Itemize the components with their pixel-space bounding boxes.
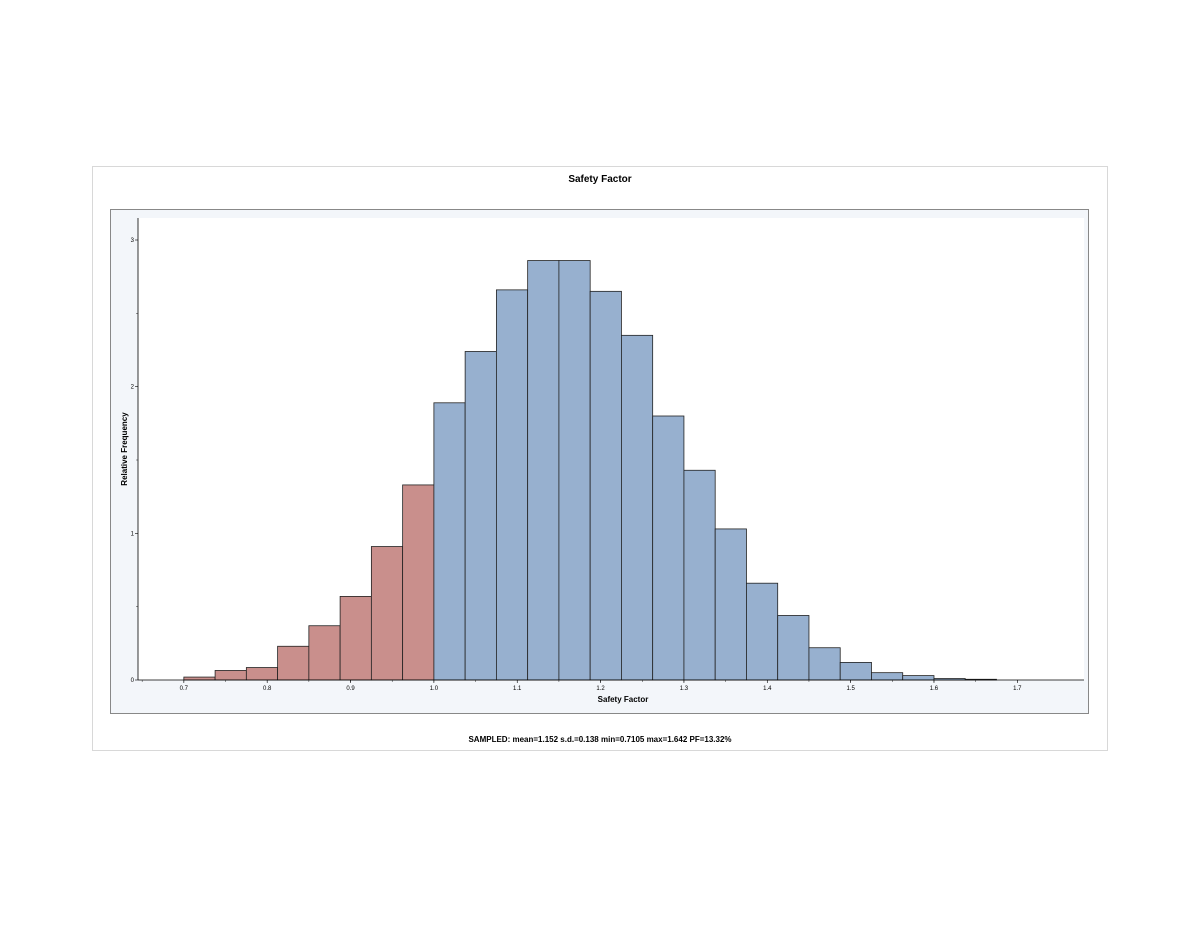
histogram-bar <box>808 647 841 681</box>
x-tick-label: 1.5 <box>846 686 855 692</box>
y-tick-label: 3 <box>131 238 135 244</box>
histogram-bar <box>714 528 747 681</box>
x-tick-label: 1.4 <box>763 686 772 692</box>
x-axis-label: Safety Factor <box>598 695 649 704</box>
histogram-bar <box>464 351 497 681</box>
x-tick-label: 1.6 <box>930 686 939 692</box>
y-axis-label: Relative Frequency <box>120 412 129 486</box>
histogram-bar <box>839 662 872 681</box>
histogram-bar <box>527 260 560 681</box>
y-tick-label: 1 <box>131 531 135 537</box>
x-tick-label: 1.0 <box>430 686 439 692</box>
x-tick-label: 0.7 <box>180 686 189 692</box>
histogram-bar <box>402 484 435 681</box>
histogram-bar <box>214 670 247 681</box>
histogram-bar <box>777 615 810 681</box>
x-tick-label: 1.2 <box>596 686 605 692</box>
histogram-bar <box>183 676 216 681</box>
chart-title: Safety Factor <box>568 174 632 185</box>
histogram-bar <box>902 675 935 681</box>
histogram-bar <box>621 334 654 681</box>
x-tick-label: 1.7 <box>1013 686 1022 692</box>
summary-statistics: SAMPLED: mean=1.152 s.d.=0.138 min=0.710… <box>468 735 732 744</box>
y-tick-label: 2 <box>131 385 135 391</box>
histogram-bar <box>746 582 779 681</box>
x-tick-label: 1.1 <box>513 686 522 692</box>
histogram-bar <box>683 469 716 681</box>
histogram-bar <box>589 290 622 681</box>
histogram-bar <box>652 415 685 681</box>
histogram-bar <box>339 596 372 681</box>
histogram-bar <box>245 667 279 681</box>
histogram-bar <box>433 402 466 681</box>
y-tick-label: 0 <box>131 678 135 684</box>
histogram-bar <box>495 289 529 681</box>
x-tick-label: 0.8 <box>263 686 272 692</box>
histogram-bar <box>558 260 591 681</box>
histogram-bar <box>277 645 310 681</box>
histogram-bar <box>370 546 404 681</box>
x-tick-label: 0.9 <box>346 686 355 692</box>
x-tick-label: 1.3 <box>680 686 689 692</box>
histogram-bar <box>871 672 904 681</box>
histogram-bar <box>308 625 341 681</box>
